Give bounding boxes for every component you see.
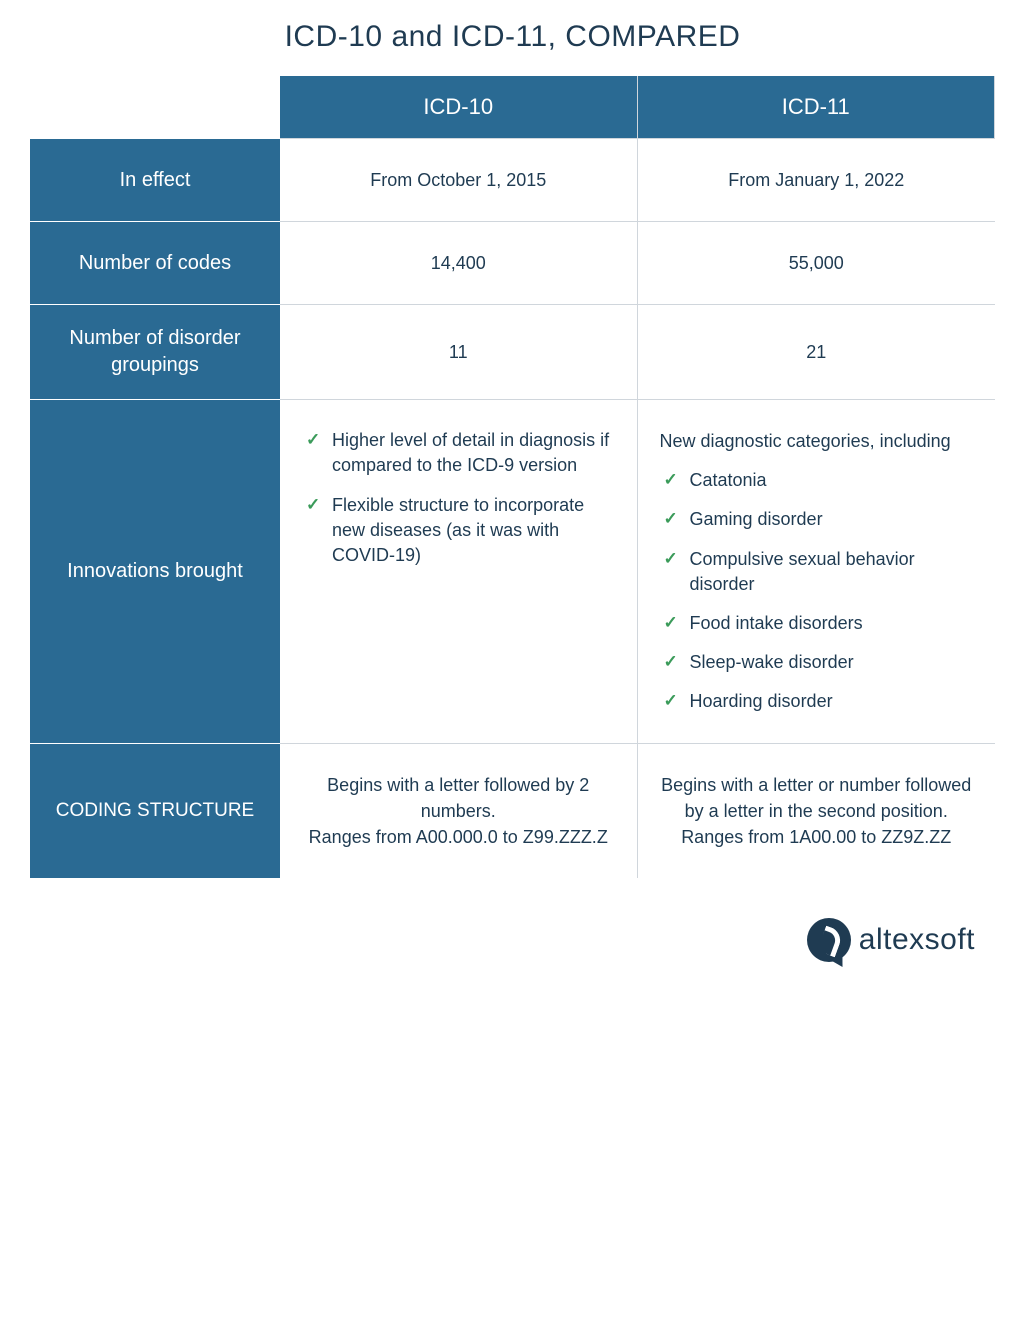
- cell-innovations-icd10: Higher level of detail in diagnosis if c…: [280, 399, 638, 742]
- comparison-table: ICD-10 ICD-11 In effect From October 1, …: [30, 76, 995, 878]
- innovations-icd11-intro: New diagnostic categories, including: [660, 428, 974, 454]
- row-header-innovations: Innovations brought: [30, 399, 280, 742]
- cell-in-effect-icd11: From January 1, 2022: [638, 138, 996, 221]
- row-header-codes: Number of codes: [30, 221, 280, 304]
- cell-codes-icd10: 14,400: [280, 221, 638, 304]
- row-header-groupings: Number of disorder groupings: [30, 304, 280, 399]
- cell-coding-icd10: Begins with a letter followed by 2 numbe…: [280, 743, 638, 878]
- list-item: Sleep-wake disorder: [660, 650, 974, 675]
- column-header-icd11: ICD-11: [638, 76, 996, 138]
- cell-codes-icd11: 55,000: [638, 221, 996, 304]
- cell-innovations-icd11: New diagnostic categories, including Cat…: [638, 399, 996, 742]
- innovations-icd10-list: Higher level of detail in diagnosis if c…: [302, 428, 615, 568]
- list-item: Gaming disorder: [660, 507, 974, 532]
- table-corner: [30, 76, 280, 138]
- brand-logo: altexsoft: [807, 918, 975, 962]
- cell-groupings-icd11: 21: [638, 304, 996, 399]
- brand-logo-icon: [807, 918, 851, 962]
- brand-logo-text: altexsoft: [859, 923, 975, 957]
- cell-coding-icd11: Begins with a letter or number followed …: [638, 743, 996, 878]
- list-item: Flexible structure to incorporate new di…: [302, 493, 615, 569]
- list-item: Compulsive sexual behavior disorder: [660, 547, 974, 597]
- cell-groupings-icd10: 11: [280, 304, 638, 399]
- list-item: Catatonia: [660, 468, 974, 493]
- cell-text: Begins with a letter followed by 2 numbe…: [302, 772, 615, 850]
- footer: altexsoft: [30, 918, 995, 962]
- list-item: Food intake disorders: [660, 611, 974, 636]
- cell-text: Begins with a letter or number followed …: [660, 772, 974, 850]
- page-title: ICD-10 and ICD-11, COMPARED: [30, 20, 995, 54]
- row-header-coding-structure: CODING STRUCTURE: [30, 743, 280, 878]
- list-item: Higher level of detail in diagnosis if c…: [302, 428, 615, 478]
- innovations-icd11-list: Catatonia Gaming disorder Compulsive sex…: [660, 468, 974, 714]
- column-header-icd10: ICD-10: [280, 76, 638, 138]
- list-item: Hoarding disorder: [660, 689, 974, 714]
- row-header-in-effect: In effect: [30, 138, 280, 221]
- cell-in-effect-icd10: From October 1, 2015: [280, 138, 638, 221]
